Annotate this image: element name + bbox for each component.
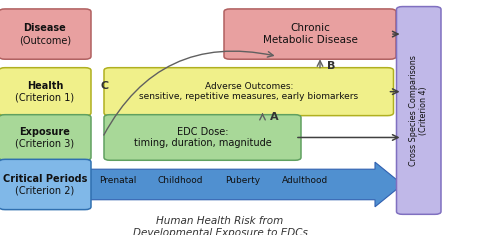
FancyBboxPatch shape (0, 9, 91, 59)
Text: (Outcome): (Outcome) (19, 35, 71, 45)
Text: Cross Species Comparisons
(Criterion 4): Cross Species Comparisons (Criterion 4) (409, 55, 428, 166)
Text: Puberty: Puberty (225, 176, 260, 185)
Text: Disease: Disease (24, 23, 66, 33)
Text: (Criterion 1): (Criterion 1) (16, 93, 74, 102)
Polygon shape (88, 162, 403, 207)
Text: A: A (270, 113, 278, 122)
Text: Health: Health (27, 81, 63, 91)
Text: Adverse Outcomes:
sensitive, repetitive measures, early biomarkers: Adverse Outcomes: sensitive, repetitive … (139, 82, 358, 101)
Text: Human Health Risk from
Developmental Exposure to EDCs: Human Health Risk from Developmental Exp… (132, 216, 308, 235)
FancyBboxPatch shape (104, 115, 301, 160)
Text: (Criterion 2): (Criterion 2) (16, 186, 74, 196)
Text: Childhood: Childhood (157, 176, 203, 185)
FancyBboxPatch shape (0, 115, 91, 160)
FancyBboxPatch shape (104, 68, 394, 116)
Text: Exposure: Exposure (20, 127, 70, 137)
Text: Chronic
Metabolic Disease: Chronic Metabolic Disease (262, 23, 358, 45)
Text: B: B (328, 61, 336, 71)
Text: Critical Periods: Critical Periods (3, 174, 87, 184)
Text: (Criterion 3): (Criterion 3) (16, 138, 74, 148)
FancyBboxPatch shape (396, 7, 441, 214)
Text: EDC Dose:
timing, duration, magnitude: EDC Dose: timing, duration, magnitude (134, 127, 272, 148)
Text: Prenatal: Prenatal (99, 176, 136, 185)
Text: Adulthood: Adulthood (282, 176, 328, 185)
FancyBboxPatch shape (0, 68, 91, 116)
Text: C: C (101, 81, 109, 91)
FancyBboxPatch shape (0, 159, 91, 210)
FancyBboxPatch shape (224, 9, 396, 59)
